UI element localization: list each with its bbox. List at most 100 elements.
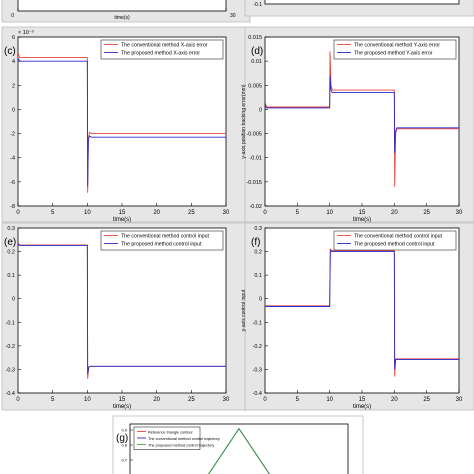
legend-box bbox=[100, 230, 224, 251]
y-tick-label: -8 bbox=[10, 204, 15, 210]
legend-box bbox=[333, 230, 457, 251]
x-tick-label: 30 bbox=[456, 210, 463, 216]
chart-panel-6: 0 5 10 15 20 25 30 -0.4 -0.3 -0.2 -0.1 0 0.1 0.2 0.3 ti… bbox=[241, 226, 463, 410]
x-tick-label: 5 bbox=[296, 397, 300, 403]
panel-label: (d) bbox=[251, 46, 263, 57]
x-tick-label: 5 bbox=[296, 210, 300, 216]
y-tick-label: 0.2 bbox=[254, 250, 262, 256]
x-tick-label: 15 bbox=[359, 397, 366, 403]
y-tick-label: -0.3 bbox=[253, 367, 262, 373]
y-tick-label: -0.3 bbox=[6, 367, 15, 373]
y-tick-label: -0.4 bbox=[253, 391, 262, 397]
x-tick-label: 0 bbox=[11, 13, 14, 19]
legend-box bbox=[100, 39, 224, 60]
legend: The conventional method Y-axis error The … bbox=[333, 39, 457, 60]
y-tick-label: 0.3 bbox=[254, 226, 262, 232]
x-tick-label: 30 bbox=[223, 210, 230, 216]
y-tick-label: 0 bbox=[259, 107, 262, 113]
x-tick-label: 30 bbox=[230, 13, 236, 19]
x-axis-label: time(s) bbox=[353, 217, 371, 223]
panel-label: (f) bbox=[251, 237, 260, 248]
axis-exponent: × 10⁻³ bbox=[18, 30, 34, 36]
x-tick-label: 20 bbox=[153, 210, 160, 216]
x-tick-label: 0 bbox=[263, 397, 267, 403]
x-tick-label: 10 bbox=[84, 210, 91, 216]
legend-label: The proposed method control input bbox=[354, 241, 435, 247]
y-tick-label: 0 bbox=[12, 297, 15, 303]
y-axis-label: y-axis position tracking error(mm) bbox=[241, 84, 247, 159]
y-tick-label: 0.3 bbox=[7, 226, 15, 232]
x-tick-label: 25 bbox=[188, 210, 195, 216]
y-tick-label: 0.6 bbox=[121, 473, 127, 474]
plot-area bbox=[264, 0, 460, 5]
legend: The conventional method X-axis error The … bbox=[100, 39, 224, 60]
y-tick-label: 0.01 bbox=[251, 59, 262, 65]
y-tick-label: -0.1 bbox=[253, 320, 262, 326]
x-tick-label: 10 bbox=[326, 210, 333, 216]
x-tick-label: 30 bbox=[456, 397, 463, 403]
y-tick-label: -2 bbox=[10, 132, 15, 138]
y-tick-label: 0 bbox=[12, 107, 15, 113]
x-tick-label: 15 bbox=[119, 397, 126, 403]
x-tick-label: 0 bbox=[263, 210, 267, 216]
series-line-1 bbox=[18, 53, 226, 193]
y-tick-label: -0.2 bbox=[253, 344, 262, 350]
y-tick-label: 0.9 bbox=[121, 428, 127, 433]
y-tick-label: -0.015 bbox=[246, 180, 262, 186]
y-tick-label: 0.8 bbox=[121, 443, 127, 448]
y-tick-label: 6 bbox=[12, 35, 15, 41]
x-tick-label: 0 bbox=[16, 397, 20, 403]
y-tick-label: -0.02 bbox=[249, 204, 262, 210]
y-tick-label: 0.1 bbox=[254, 273, 262, 279]
series-line-2 bbox=[18, 242, 226, 375]
x-axis-label: time(s) bbox=[353, 404, 371, 410]
y-tick-label: 4 bbox=[12, 59, 15, 65]
x-tick-label: 15 bbox=[119, 210, 126, 216]
chart-panel-2: -0.1 bbox=[253, 0, 460, 8]
chart-panel-7: 0.9 0.8 0.7 0.6 (g) Reference triangle contou… bbox=[116, 423, 349, 474]
series-group bbox=[18, 242, 226, 379]
y-tick-label: -0.4 bbox=[6, 391, 15, 397]
y-tick-label: -0.005 bbox=[246, 132, 262, 138]
x-axis-label: time(s) bbox=[113, 217, 131, 223]
panel-label: (e) bbox=[4, 237, 16, 248]
chart-panel-4: 0 5 10 15 20 25 30 -0.02 -0.015 -0.01 -0.005 0 0.005… bbox=[241, 35, 463, 223]
x-axis-label: time(s) bbox=[114, 15, 130, 21]
x-tick-label: 20 bbox=[391, 397, 398, 403]
panel-label: (g) bbox=[116, 433, 128, 444]
y-tick-label: 0.2 bbox=[7, 250, 15, 256]
y-tick-label: 2 bbox=[12, 83, 15, 89]
legend-label: The conventional method control input bbox=[121, 233, 210, 239]
plot-area bbox=[17, 0, 227, 12]
legend-label: Reference triangle contour bbox=[148, 430, 193, 434]
x-tick-label: 10 bbox=[326, 397, 333, 403]
x-tick-label: 25 bbox=[423, 397, 430, 403]
y-tick-label: 0 bbox=[259, 297, 262, 303]
y-tick-label: -0.2 bbox=[6, 344, 15, 350]
x-tick-label: 20 bbox=[391, 210, 398, 216]
y-tick-label: -0.01 bbox=[249, 156, 262, 162]
legend-label: The conventional method control input bbox=[354, 233, 443, 239]
series-line-2 bbox=[18, 57, 226, 187]
plot-area bbox=[264, 36, 460, 207]
y-tick-label: -0.1 bbox=[6, 320, 15, 326]
legend: The conventional method control input The… bbox=[333, 230, 457, 251]
x-tick-label: 5 bbox=[51, 210, 55, 216]
x-tick-label: 25 bbox=[423, 210, 430, 216]
legend-box bbox=[333, 39, 457, 60]
x-tick-label: 15 bbox=[359, 210, 366, 216]
y-axis-label: y-axis control input bbox=[241, 289, 247, 331]
legend-label: The proposed method control input bbox=[121, 241, 202, 247]
x-tick-label: 25 bbox=[188, 397, 195, 403]
plot-area bbox=[17, 227, 227, 394]
chart-panel-5: 0 5 10 15 20 25 30 -0.4 -0.3 -0.2 -0.1 0 0.1 0.2 0.3 ti… bbox=[4, 226, 230, 410]
y-tick-label: -4 bbox=[10, 156, 15, 162]
series-group bbox=[265, 51, 459, 187]
y-tick-label: 0.005 bbox=[248, 83, 262, 89]
legend: The conventional method control input The… bbox=[100, 230, 224, 251]
legend-label: The proposed method X-axis error bbox=[121, 50, 200, 56]
series-line-3 bbox=[208, 427, 270, 474]
plot-area bbox=[17, 36, 227, 207]
x-tick-label: 20 bbox=[153, 397, 160, 403]
